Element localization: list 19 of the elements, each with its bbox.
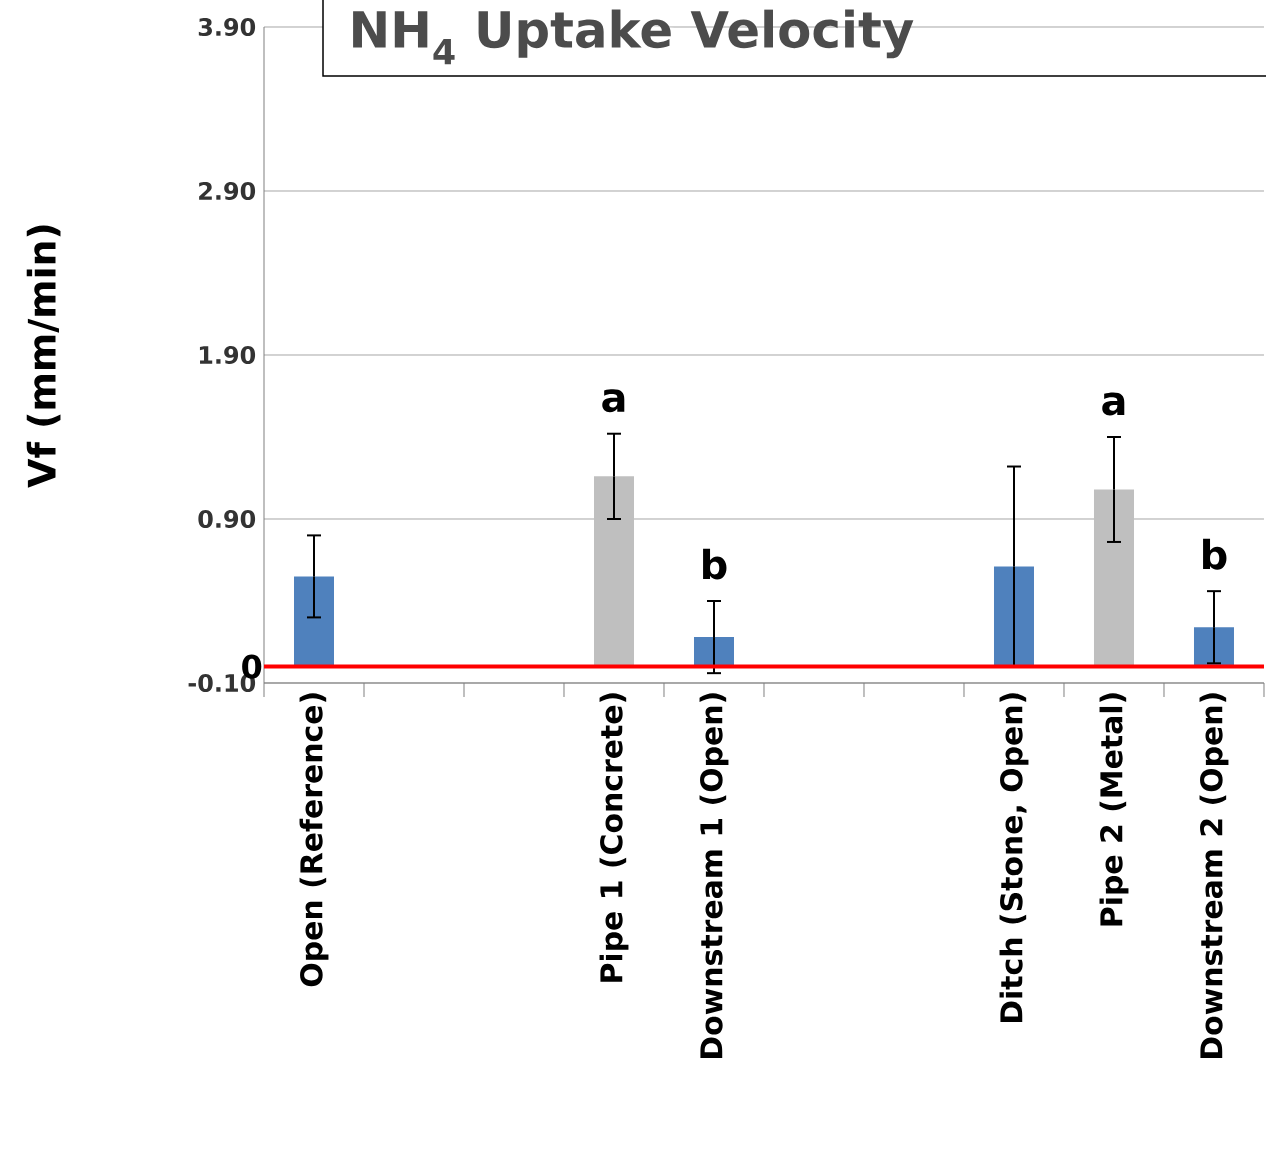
y-tick-label: 2.90 [199, 181, 256, 201]
x-tick-label: Downstream 2 (Open) [1199, 693, 1229, 1058]
y-tick-label: 3.90 [198, 17, 256, 37]
annotation: b [703, 548, 727, 580]
y-tick-label: 1.90 [199, 345, 256, 365]
x-tick-label: Pipe 2 (Metal) [1099, 693, 1129, 926]
bar [594, 476, 634, 667]
y-tick-label: 0.90 [198, 509, 256, 529]
x-tick-label: Ditch (Stone, Open) [999, 693, 1029, 1023]
x-tick-label: Downstream 1 (Open) [699, 693, 729, 1058]
chart-title: NH$_{4}$ Uptake Velocity [353, 9, 914, 65]
annotation: a [602, 389, 625, 413]
annotation: a [1102, 392, 1125, 416]
x-tick-label: Pipe 1 (Concrete) [599, 693, 629, 982]
annotation: b [1203, 538, 1227, 570]
x-tick-label: Open (Reference) [299, 693, 329, 987]
bar [1093, 489, 1134, 667]
y-axis-title: Vf (mm/min) [26, 225, 61, 488]
bar [294, 576, 334, 667]
